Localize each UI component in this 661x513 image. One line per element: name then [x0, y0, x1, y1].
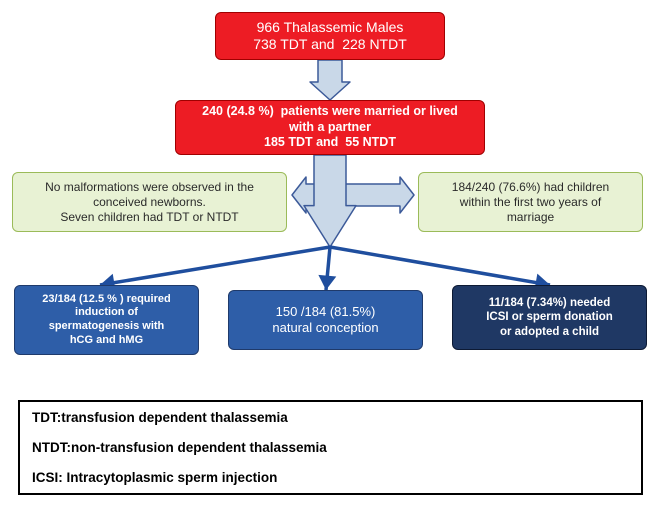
- text-line: 11/184 (7.34%) needed: [489, 296, 610, 310]
- down-arrow-icon: [304, 155, 356, 247]
- text-line: induction of: [75, 306, 138, 320]
- box-had-children: 184/240 (76.6%) had childrenwithin the f…: [418, 172, 643, 232]
- box-outcome-natural: 150 /184 (81.5%)natural conception: [228, 290, 423, 350]
- text-line: ICSI or sperm donation: [486, 310, 613, 324]
- text-line: No malformations were observed in the: [45, 180, 254, 195]
- text-line: Seven children had TDT or NTDT: [60, 210, 238, 225]
- left-arrow-icon: [292, 177, 330, 213]
- branch-arrowhead-icon: [318, 275, 336, 290]
- right-arrow-icon: [330, 177, 414, 213]
- text-line: natural conception: [272, 320, 378, 336]
- text-line: with a partner: [289, 120, 371, 136]
- legend-line: TDT:transfusion dependent thalassemia: [32, 410, 629, 425]
- branch-line: [330, 247, 550, 285]
- text-line: or adopted a child: [500, 325, 599, 339]
- text-line: conceived newborns.: [93, 195, 206, 210]
- text-line: hCG and hMG: [70, 334, 143, 348]
- text-line: 23/184 (12.5 % ) required: [42, 293, 170, 307]
- text-line: 185 TDT and 55 NTDT: [264, 135, 396, 151]
- box-total: 966 Thalassemic Males738 TDT and 228 NTD…: [215, 12, 445, 60]
- box-married: 240 (24.8 %) patients were married or li…: [175, 100, 485, 155]
- text-line: spermatogenesis with: [49, 320, 165, 334]
- text-line: 150 /184 (81.5%): [276, 304, 376, 320]
- branch-line: [100, 247, 330, 285]
- text-line: 738 TDT and 228 NTDT: [253, 36, 407, 54]
- text-line: 966 Thalassemic Males: [257, 19, 404, 37]
- text-line: 240 (24.8 %) patients were married or li…: [202, 104, 458, 120]
- legend-line: ICSI: Intracytoplasmic sperm injection: [32, 470, 629, 485]
- box-outcome-induction: 23/184 (12.5 % ) requiredinduction ofspe…: [14, 285, 199, 355]
- down-arrow-icon: [310, 60, 350, 100]
- text-line: 184/240 (76.6%) had children: [452, 180, 609, 195]
- text-line: within the first two years of: [460, 195, 601, 210]
- box-no-malformations: No malformations were observed in thecon…: [12, 172, 287, 232]
- legend-box: TDT:transfusion dependent thalassemia NTD…: [18, 400, 643, 495]
- branch-line: [326, 247, 330, 290]
- text-line: marriage: [507, 210, 554, 225]
- legend-line: NTDT:non-transfusion dependent thalassem…: [32, 440, 629, 455]
- box-outcome-icsi: 11/184 (7.34%) neededICSI or sperm donat…: [452, 285, 647, 350]
